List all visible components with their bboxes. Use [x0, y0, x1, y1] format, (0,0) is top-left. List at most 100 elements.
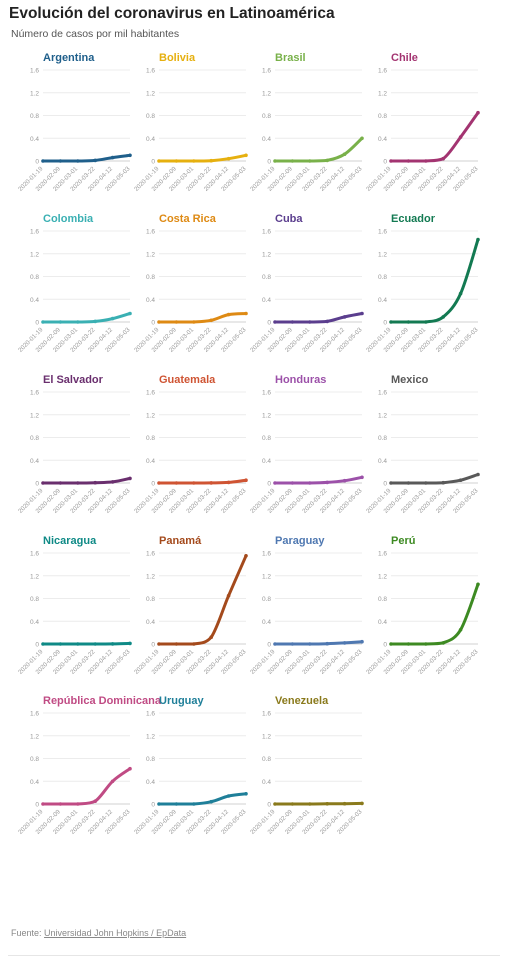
- data-point: [226, 312, 231, 317]
- data-point: [342, 801, 347, 806]
- data-point: [157, 802, 161, 806]
- y-tick-label: 1.2: [30, 251, 39, 258]
- y-tick-label: 0.4: [262, 779, 271, 786]
- panel-title: Perú: [391, 535, 415, 547]
- source-footer: Fuente: Universidad John Hopkins / EpDat…: [11, 928, 186, 938]
- series-line: [273, 312, 364, 324]
- data-point: [76, 159, 80, 163]
- data-point: [192, 642, 196, 646]
- source-label: Fuente:: [11, 928, 42, 938]
- series-line: [41, 641, 132, 646]
- data-point: [192, 320, 196, 324]
- small-multiples-chart: Argentina00.40.81.21.62020-01-192020-02-…: [17, 52, 480, 836]
- series-line: [41, 312, 132, 324]
- y-tick-label: 1.6: [30, 390, 39, 397]
- source-link[interactable]: Universidad John Hopkins / EpData: [44, 928, 187, 938]
- data-point: [290, 481, 295, 485]
- data-point: [58, 159, 63, 163]
- y-tick-label: 1.2: [146, 573, 155, 580]
- y-tick-label: 0.8: [146, 756, 155, 763]
- data-point: [424, 159, 428, 163]
- y-tick-label: 0.4: [262, 136, 271, 143]
- series-line: [273, 640, 364, 646]
- y-tick-label: 1.6: [262, 551, 271, 558]
- data-point: [406, 642, 411, 646]
- y-tick-label: 0.4: [30, 297, 39, 304]
- y-tick-label: 1.2: [378, 573, 387, 580]
- y-tick-label: 1.2: [146, 733, 155, 740]
- data-point: [110, 480, 115, 484]
- data-point: [424, 320, 428, 324]
- y-tick-label: 0: [35, 320, 39, 327]
- data-point: [244, 478, 248, 483]
- data-point: [441, 156, 446, 161]
- data-point: [273, 802, 277, 806]
- data-point: [308, 320, 312, 324]
- panel-title: Cuba: [275, 213, 303, 225]
- y-tick-label: 1.6: [378, 229, 387, 236]
- y-tick-label: 1.2: [262, 733, 271, 740]
- y-tick-label: 1.2: [378, 90, 387, 97]
- panel-title: Nicaragua: [43, 535, 97, 547]
- y-tick-label: 0: [35, 802, 39, 809]
- y-tick-label: 1.6: [146, 551, 155, 558]
- data-point: [110, 642, 115, 646]
- y-tick-label: 1.2: [262, 412, 271, 419]
- data-point: [128, 153, 132, 158]
- data-point: [128, 766, 132, 771]
- y-tick-label: 1.2: [262, 251, 271, 258]
- data-point: [244, 153, 248, 158]
- data-point: [476, 582, 480, 587]
- data-point: [342, 641, 347, 645]
- panel-title: Argentina: [43, 52, 95, 64]
- series-line: [389, 111, 480, 163]
- y-tick-label: 1.6: [30, 551, 39, 558]
- y-tick-label: 0.4: [30, 779, 39, 786]
- data-point: [128, 641, 132, 646]
- y-tick-label: 0: [35, 481, 39, 488]
- data-point: [308, 481, 312, 485]
- y-tick-label: 0.8: [378, 274, 387, 281]
- y-tick-label: 1.2: [146, 412, 155, 419]
- data-point: [325, 319, 330, 324]
- y-tick-label: 0: [383, 481, 387, 488]
- data-point: [192, 159, 196, 163]
- data-point: [389, 159, 393, 163]
- series-line: [157, 478, 248, 485]
- data-point: [58, 481, 63, 485]
- data-point: [389, 320, 393, 324]
- data-point: [209, 635, 213, 639]
- data-point: [325, 158, 330, 163]
- y-tick-label: 1.6: [378, 68, 387, 75]
- y-tick-label: 0: [383, 159, 387, 166]
- data-point: [476, 110, 480, 115]
- series-line: [41, 767, 132, 806]
- data-point: [244, 554, 248, 558]
- data-point: [76, 802, 80, 806]
- chart-title: Evolución del coronavirus en Latinoaméri…: [9, 5, 335, 22]
- data-point: [389, 481, 393, 485]
- panel-title: Uruguay: [159, 695, 205, 707]
- data-point: [458, 628, 463, 632]
- data-point: [273, 159, 277, 163]
- y-tick-label: 0.4: [378, 297, 387, 304]
- data-point: [458, 291, 463, 296]
- y-tick-label: 0.4: [146, 297, 155, 304]
- data-point: [93, 480, 97, 485]
- data-point: [325, 802, 330, 806]
- y-tick-label: 1.6: [378, 551, 387, 558]
- data-point: [41, 481, 45, 485]
- y-tick-label: 0: [383, 320, 387, 327]
- y-tick-label: 0.4: [146, 458, 155, 465]
- data-point: [76, 481, 80, 485]
- data-point: [360, 801, 364, 806]
- y-tick-label: 0: [151, 320, 155, 327]
- data-point: [76, 642, 80, 646]
- series-line: [157, 554, 248, 646]
- panel-title: Venezuela: [275, 695, 329, 707]
- series-line: [157, 792, 248, 806]
- y-tick-label: 0: [151, 159, 155, 166]
- data-point: [58, 802, 63, 806]
- data-point: [110, 316, 115, 321]
- data-point: [128, 476, 132, 481]
